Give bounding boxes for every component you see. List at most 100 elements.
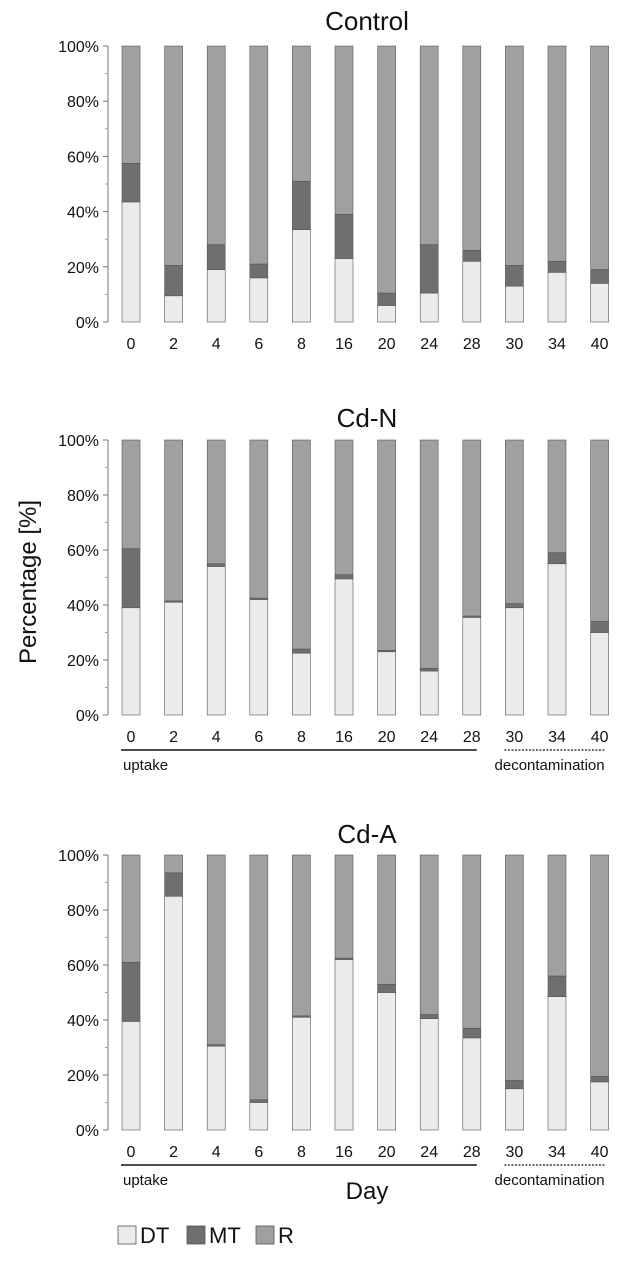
y-tick-label: 20% xyxy=(67,653,99,670)
x-tick-label: 24 xyxy=(420,1144,438,1161)
bar-r-day-40 xyxy=(590,45,609,270)
bar-dt-day-8 xyxy=(292,652,311,716)
bar-r-day-20 xyxy=(377,439,396,651)
x-tick-label: 8 xyxy=(297,336,306,353)
bar-dt-day-34 xyxy=(547,272,567,323)
y-tick-label: 100% xyxy=(58,848,99,865)
x-tick-label: 0 xyxy=(127,1144,136,1161)
bar-dt-day-20 xyxy=(377,305,396,323)
y-axis-label: Percentage [%] xyxy=(15,500,42,664)
bar-dt-day-34 xyxy=(547,996,567,1131)
x-tick-label: 0 xyxy=(127,336,136,353)
bar-dt-day-6 xyxy=(249,1102,269,1131)
bar-mt-day-40 xyxy=(590,269,609,284)
x-tick-label: 30 xyxy=(506,1144,524,1161)
phase-label-decontamination: decontamination xyxy=(495,1172,605,1189)
bar-r-day-16 xyxy=(334,854,354,959)
bar-dt-day-28 xyxy=(462,617,482,716)
x-tick-label: 8 xyxy=(297,729,306,746)
bar-mt-day-20 xyxy=(377,983,396,993)
bar-r-day-40 xyxy=(590,854,609,1077)
bar-mt-day-30 xyxy=(505,603,524,609)
bar-r-day-30 xyxy=(505,854,524,1081)
bar-r-day-28 xyxy=(462,439,482,617)
bar-dt-day-20 xyxy=(377,651,396,716)
x-tick-label: 20 xyxy=(378,1144,396,1161)
y-tick-label: 80% xyxy=(67,903,99,920)
y-tick-label: 100% xyxy=(58,433,99,450)
bar-dt-day-16 xyxy=(334,258,354,323)
bar-dt-day-24 xyxy=(419,292,439,323)
bar-dt-day-30 xyxy=(505,1088,524,1131)
x-tick-label: 34 xyxy=(548,1144,566,1161)
bar-dt-day-0 xyxy=(121,607,141,716)
bar-dt-day-24 xyxy=(419,670,439,716)
chart-panel-2: Cd-A0%20%40%60%80%100%0 2 4 6 8 16 20 24 28 30 34 4… xyxy=(58,819,609,1189)
bar-mt-day-0 xyxy=(121,163,141,203)
bar-dt-day-4 xyxy=(206,566,226,716)
x-tick-label: 24 xyxy=(420,336,438,353)
bar-dt-day-16 xyxy=(334,959,354,1131)
x-tick-label: 2 xyxy=(169,1144,178,1161)
bar-r-day-4 xyxy=(206,45,226,246)
bar-mt-day-6 xyxy=(249,1099,269,1103)
phase-label-uptake: uptake xyxy=(123,1172,168,1189)
bar-mt-day-0 xyxy=(121,548,141,609)
x-tick-label: 34 xyxy=(548,729,566,746)
bar-dt-day-16 xyxy=(334,578,354,716)
bar-dt-day-8 xyxy=(292,229,311,323)
x-tick-label: 16 xyxy=(335,1144,353,1161)
x-tick-label: 28 xyxy=(463,729,481,746)
bar-dt-day-2 xyxy=(164,601,183,716)
bar-r-day-34 xyxy=(547,439,567,554)
phase-label-decontamination: decontamination xyxy=(495,757,605,774)
bar-dt-day-40 xyxy=(590,283,609,323)
bar-r-day-8 xyxy=(292,45,311,182)
x-tick-label: 4 xyxy=(212,1144,221,1161)
bar-dt-day-0 xyxy=(121,201,141,323)
bar-mt-day-16 xyxy=(334,574,354,580)
x-tick-label: 2 xyxy=(169,729,178,746)
y-tick-label: 0% xyxy=(76,315,99,332)
bar-mt-day-4 xyxy=(206,244,226,270)
legend-label-mt: MT xyxy=(209,1223,241,1248)
bar-mt-day-20 xyxy=(377,292,396,306)
bar-r-day-6 xyxy=(249,854,269,1101)
y-tick-label: 80% xyxy=(67,488,99,505)
bar-mt-day-2 xyxy=(164,872,183,897)
y-tick-label: 40% xyxy=(67,598,99,615)
x-tick-label: 30 xyxy=(506,336,524,353)
bar-dt-day-28 xyxy=(462,260,482,323)
bar-r-day-6 xyxy=(249,439,269,599)
y-tick-label: 20% xyxy=(67,260,99,277)
legend: DT MT R xyxy=(117,1223,294,1248)
bar-r-day-2 xyxy=(164,45,183,266)
legend-swatch-mt xyxy=(186,1225,206,1245)
y-tick-label: 60% xyxy=(67,958,99,975)
bar-r-day-24 xyxy=(419,854,439,1015)
bar-r-day-30 xyxy=(505,45,524,266)
bar-dt-day-34 xyxy=(547,563,567,716)
bar-r-day-16 xyxy=(334,45,354,215)
bar-mt-day-30 xyxy=(505,265,524,287)
chart-title: Cd-N xyxy=(337,403,398,433)
bar-r-day-28 xyxy=(462,45,482,251)
bar-r-day-4 xyxy=(206,854,226,1046)
legend-label-r: R xyxy=(278,1223,294,1248)
bar-dt-day-0 xyxy=(121,1021,141,1131)
bar-dt-day-30 xyxy=(505,607,524,716)
x-tick-label: 28 xyxy=(463,336,481,353)
bar-mt-day-24 xyxy=(419,667,439,672)
bar-mt-day-0 xyxy=(121,961,141,1022)
x-axis-label: Day xyxy=(346,1178,389,1205)
bar-mt-day-8 xyxy=(292,180,311,230)
x-tick-label: 2 xyxy=(169,336,178,353)
bar-mt-day-24 xyxy=(419,244,439,294)
x-tick-label: 40 xyxy=(591,1144,609,1161)
bar-mt-day-30 xyxy=(505,1080,524,1090)
x-tick-label: 34 xyxy=(548,336,566,353)
bar-r-day-20 xyxy=(377,854,396,985)
x-tick-label: 40 xyxy=(591,729,609,746)
bar-dt-day-30 xyxy=(505,285,524,323)
